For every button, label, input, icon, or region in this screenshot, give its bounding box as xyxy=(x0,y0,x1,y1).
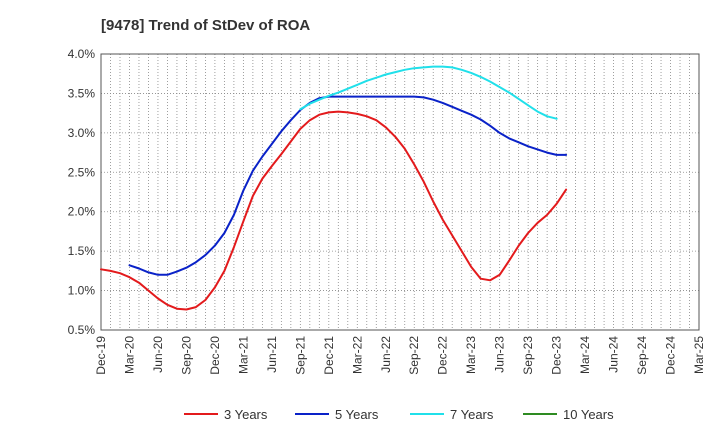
x-tick-label: Mar-20 xyxy=(122,336,136,374)
x-tick-label: Mar-22 xyxy=(350,336,364,374)
x-tick-label: Jun-22 xyxy=(379,336,393,373)
x-tick-label: Jun-20 xyxy=(151,336,165,373)
x-tick-label: Sep-21 xyxy=(293,336,307,375)
x-tick-label: Dec-24 xyxy=(664,336,678,375)
x-tick-label: Dec-20 xyxy=(208,336,222,375)
y-tick-label: 1.0% xyxy=(68,284,96,298)
x-tick-label: Sep-23 xyxy=(521,336,535,375)
y-tick-label: 3.5% xyxy=(68,86,96,100)
x-tick-label: Dec-23 xyxy=(550,336,564,375)
legend-label: 5 Years xyxy=(335,407,379,422)
y-tick-label: 3.0% xyxy=(68,126,96,140)
grid xyxy=(100,53,700,331)
x-tick-label: Dec-19 xyxy=(94,336,108,375)
plot-frame xyxy=(100,53,700,331)
x-tick-label: Jun-23 xyxy=(493,336,507,373)
plot-border xyxy=(100,53,700,331)
x-tick-label: Mar-24 xyxy=(578,336,592,374)
x-tick-label: Jun-21 xyxy=(265,336,279,373)
x-tick-label: Mar-21 xyxy=(236,336,250,374)
x-tick-label: Jun-24 xyxy=(607,336,621,373)
x-axis: Dec-19 Mar-20 Jun-20 Sep-20 Dec-20 Mar-21 Jun-… xyxy=(94,336,706,375)
y-tick-label: 2.0% xyxy=(68,205,96,219)
x-tick-label: Dec-22 xyxy=(436,336,450,375)
legend-label: 3 Years xyxy=(224,407,268,422)
y-tick-label: 1.5% xyxy=(68,244,96,258)
x-tick-label: Sep-20 xyxy=(179,336,193,375)
y-tick-label: 4.0% xyxy=(68,47,96,61)
legend: 3 Years 5 Years 7 Years 10 Years xyxy=(184,407,614,422)
legend-label: 7 Years xyxy=(450,407,494,422)
chart-title: [9478] Trend of StDev of ROA xyxy=(101,17,310,34)
y-tick-label: 0.5% xyxy=(68,323,96,337)
x-tick-label: Mar-25 xyxy=(692,336,706,374)
series-line xyxy=(299,65,558,120)
x-tick-label: Sep-22 xyxy=(407,336,421,375)
x-tick-label: Mar-23 xyxy=(464,336,478,374)
series-line xyxy=(100,110,568,311)
series-lines xyxy=(100,65,568,311)
x-tick-label: Dec-21 xyxy=(322,336,336,375)
y-tick-label: 2.5% xyxy=(68,165,96,179)
legend-label: 10 Years xyxy=(563,407,614,422)
x-tick-label: Sep-24 xyxy=(635,336,649,375)
series-line xyxy=(128,95,568,276)
y-axis: 0.5% 1.0% 1.5% 2.0% 2.5% 3.0% 3.5% 4.0% xyxy=(68,47,96,337)
